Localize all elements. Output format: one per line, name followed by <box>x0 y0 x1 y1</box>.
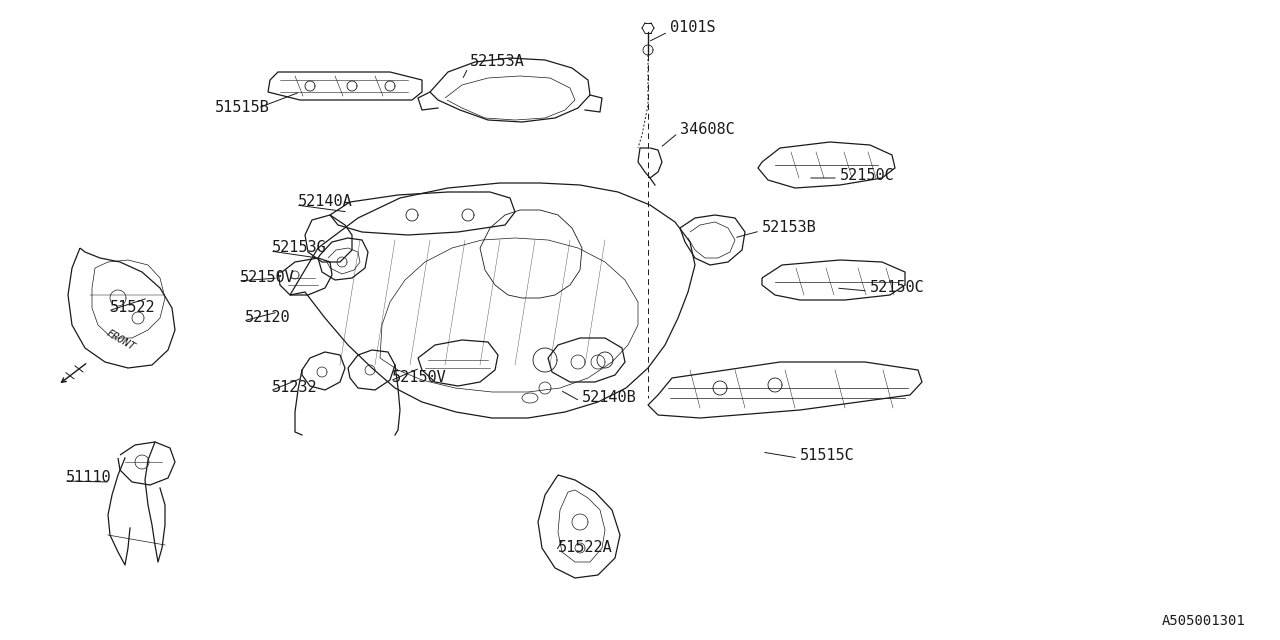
Text: 52150C: 52150C <box>870 280 924 296</box>
Text: 52120: 52120 <box>244 310 291 326</box>
Text: 51232: 51232 <box>273 381 317 396</box>
Text: A505001301: A505001301 <box>1161 614 1245 628</box>
Text: 52150V: 52150V <box>392 371 447 385</box>
Text: FRONT: FRONT <box>105 328 137 352</box>
Text: 51515B: 51515B <box>215 100 270 115</box>
Text: 52150V: 52150V <box>241 271 294 285</box>
Text: 52150C: 52150C <box>840 168 895 182</box>
Text: 52153G: 52153G <box>273 241 326 255</box>
Text: 52140B: 52140B <box>582 390 636 406</box>
Text: 34608C: 34608C <box>680 122 735 138</box>
Text: 51515C: 51515C <box>800 447 855 463</box>
Text: 0101S: 0101S <box>669 20 716 35</box>
Text: 52153B: 52153B <box>762 221 817 236</box>
Text: 52140A: 52140A <box>298 195 353 209</box>
Text: 51522: 51522 <box>110 301 156 316</box>
Text: 51522A: 51522A <box>558 541 613 556</box>
Text: 52153A: 52153A <box>470 54 525 70</box>
Text: 51110: 51110 <box>67 470 111 486</box>
